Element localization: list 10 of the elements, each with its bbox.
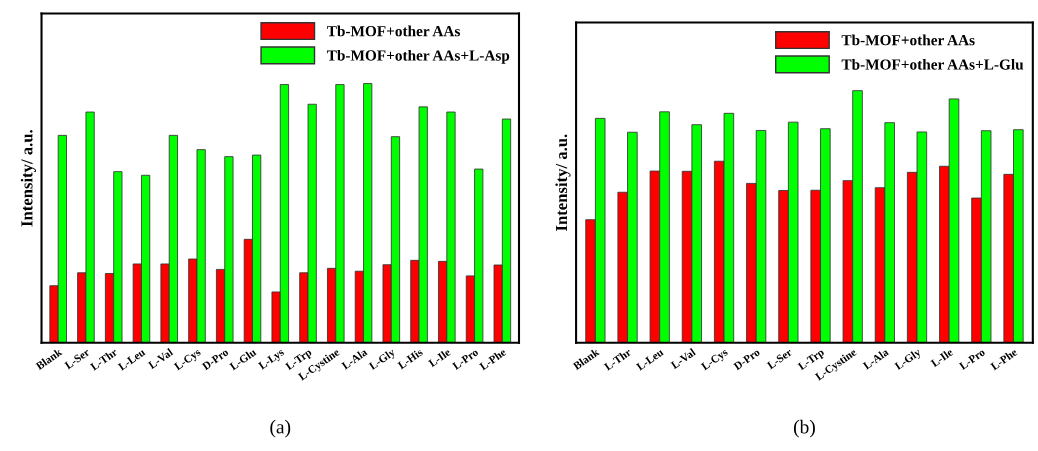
y-axis-title: Intensity/ a.u. [555,134,571,231]
text: (a) [270,419,291,438]
legend-label: Tb-MOF+other AAs+L-Glu [841,58,1024,70]
text: (b) [793,419,815,438]
y-axis-title: Intensity/ a.u. [20,130,36,227]
x-tick-label: L-Ile [427,347,452,368]
legend-label: Tb-MOF+other AAs [326,25,460,37]
legend-label: Tb-MOF+other AAs [841,34,975,46]
legend-label: Tb-MOF+other AAs+L-Asp [326,49,510,64]
x-tick-label: L-Ile [930,347,954,368]
